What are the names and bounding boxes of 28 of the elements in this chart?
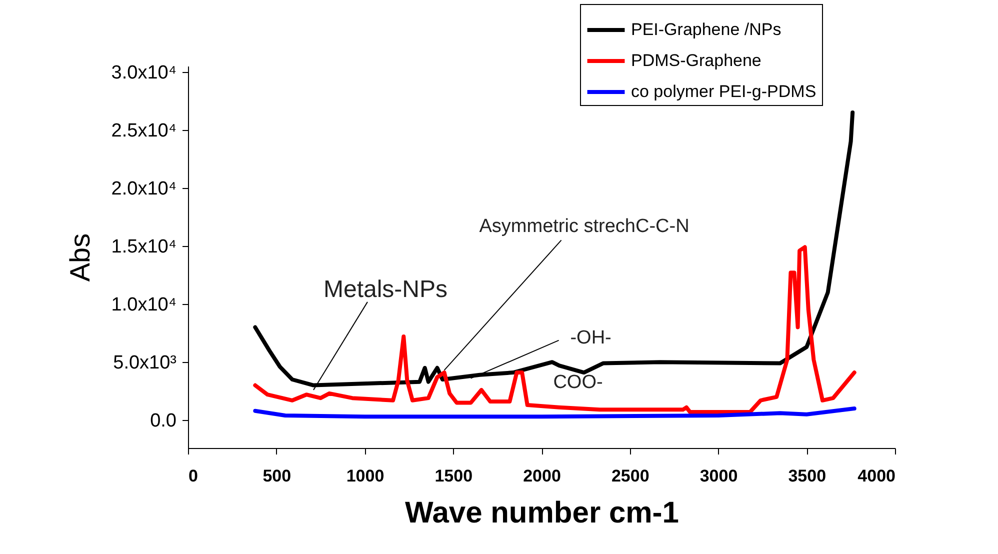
annotation: Metals-NPs [323, 276, 448, 303]
x-tick-label: 3000 [700, 466, 738, 486]
legend-label: PDMS-Graphene [631, 51, 762, 70]
line-series [253, 245, 856, 414]
x-tick-label: 1500 [434, 466, 473, 486]
y-tick-label: 3.0x10⁴ [111, 62, 176, 84]
line-series [253, 110, 855, 388]
x-tick-label: 1000 [346, 466, 384, 486]
annotation: Asymmetric strechC-C-N [479, 216, 690, 238]
y-tick-label: 2.5x10⁴ [111, 120, 176, 142]
y-tick-label: 2.0x10⁴ [111, 178, 176, 200]
x-tick-label: 3500 [788, 466, 826, 486]
y-axis-title: Abs [64, 233, 96, 282]
y-tick-label: 5.0x10³ [113, 352, 176, 374]
x-tick-label: 2000 [523, 466, 561, 486]
line-series [253, 406, 856, 419]
y-tick-label: 1.0x10⁴ [111, 294, 176, 316]
x-tick-label: 0 [188, 466, 198, 486]
legend-label: co polymer PEI-g-PDMS [631, 82, 816, 101]
legend-label: PEI-Graphene /NPs [631, 20, 782, 39]
y-tick-label: 0.0 [150, 410, 176, 432]
x-tick-label: 4000 [858, 466, 896, 486]
x-tick-label: 500 [262, 466, 292, 486]
y-tick-label: 1.5x10⁴ [111, 236, 176, 258]
x-tick-label: 2500 [611, 466, 650, 486]
annotation: -OH- [570, 327, 612, 348]
x-axis-title: Wave number cm-1 [405, 496, 679, 530]
annotation: COO- [553, 372, 603, 393]
